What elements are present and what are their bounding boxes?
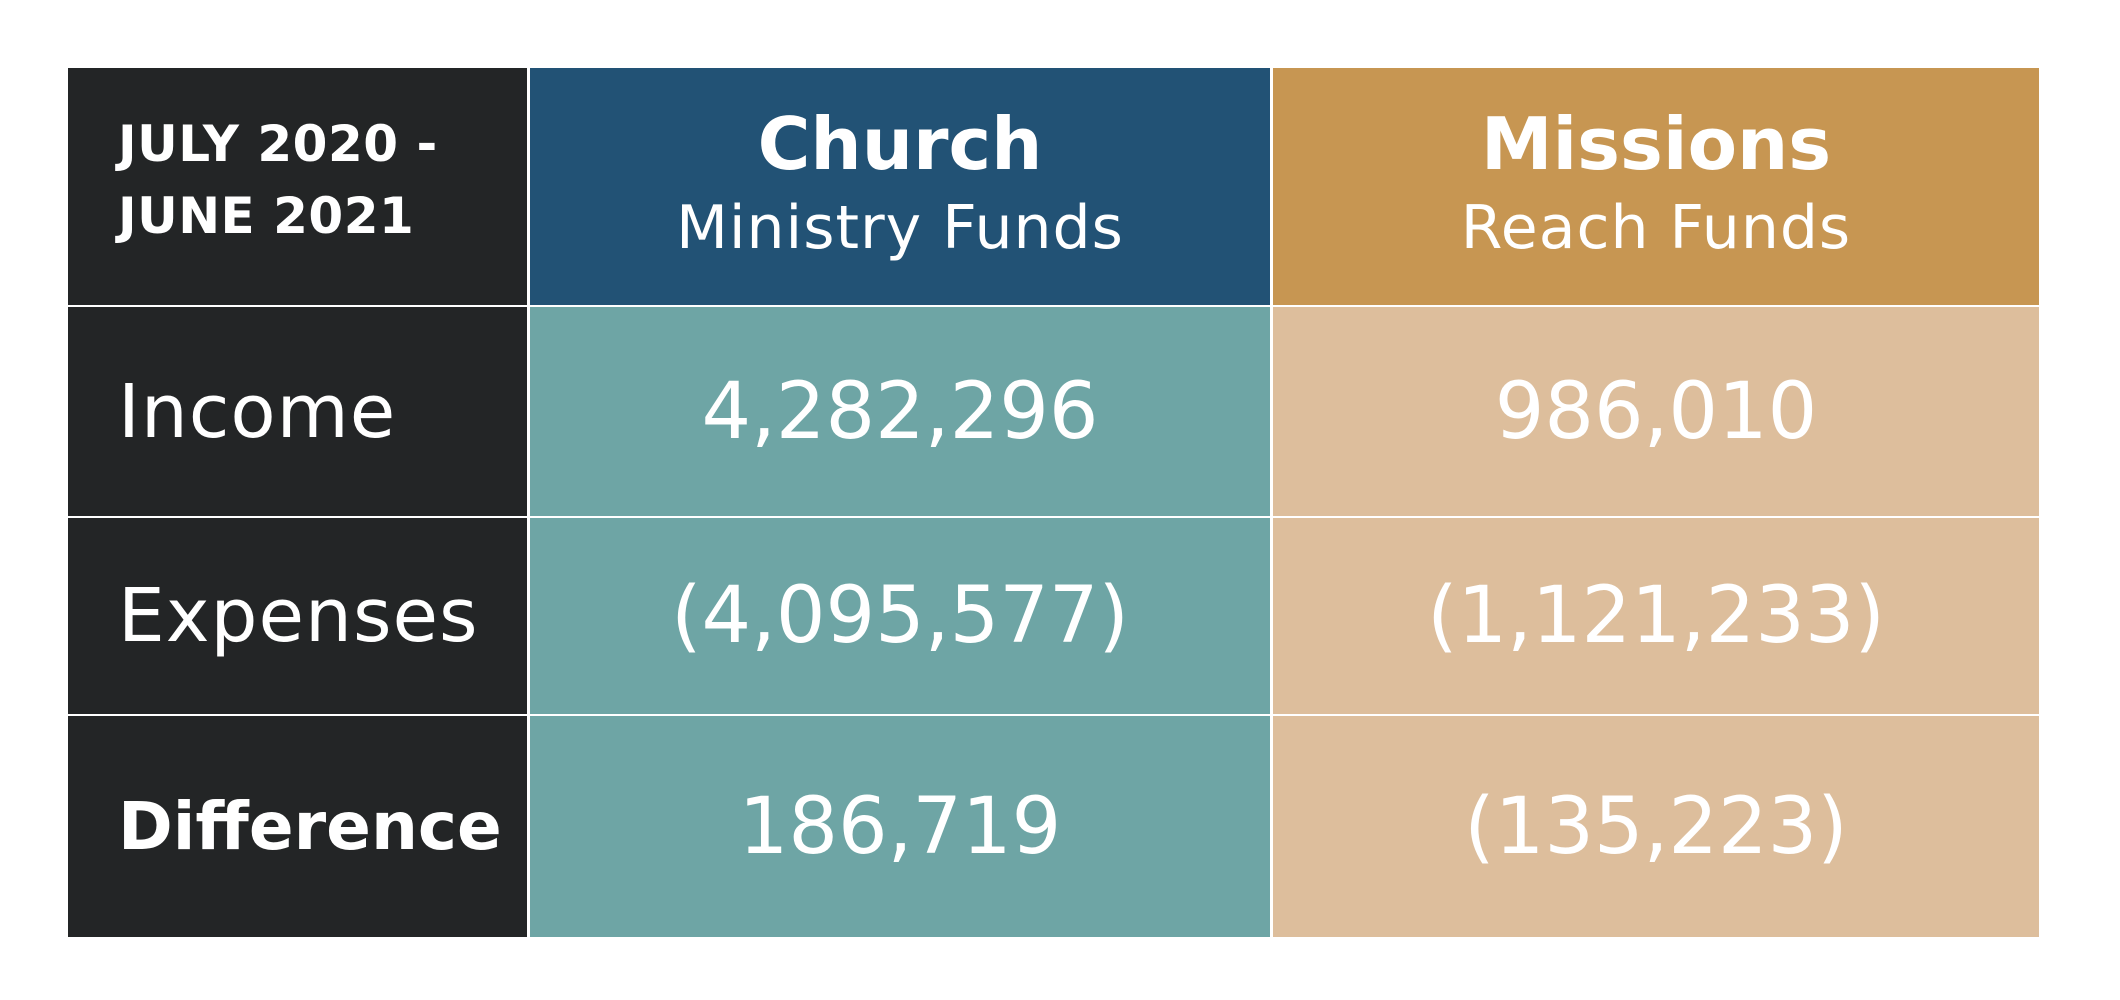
church-subtitle: Ministry Funds <box>676 192 1124 263</box>
church-column-header: Church Ministry Funds <box>530 68 1270 305</box>
missions-subtitle: Reach Funds <box>1460 192 1852 263</box>
missions-expenses-value: (1,121,233) <box>1273 518 2039 714</box>
missions-column-header: Missions Reach Funds <box>1273 68 2039 305</box>
church-difference-value: 186,719 <box>530 716 1270 937</box>
funds-summary-table: JULY 2020 - JUNE 2021 Church Ministry Fu… <box>68 68 2039 937</box>
period-header-cell: JULY 2020 - JUNE 2021 <box>68 68 527 305</box>
missions-income-value: 986,010 <box>1273 307 2039 516</box>
period-end-label: JUNE 2021 <box>118 186 415 245</box>
missions-difference-value: (135,223) <box>1273 716 2039 937</box>
church-income-value: 4,282,296 <box>530 307 1270 516</box>
missions-title: Missions <box>1480 101 1832 186</box>
period-start-label: JULY 2020 - <box>118 114 438 173</box>
row-label-expenses: Expenses <box>68 518 527 714</box>
church-title: Church <box>757 101 1043 186</box>
church-expenses-value: (4,095,577) <box>530 518 1270 714</box>
row-label-income: Income <box>68 307 527 516</box>
row-label-difference: Difference <box>68 716 527 937</box>
